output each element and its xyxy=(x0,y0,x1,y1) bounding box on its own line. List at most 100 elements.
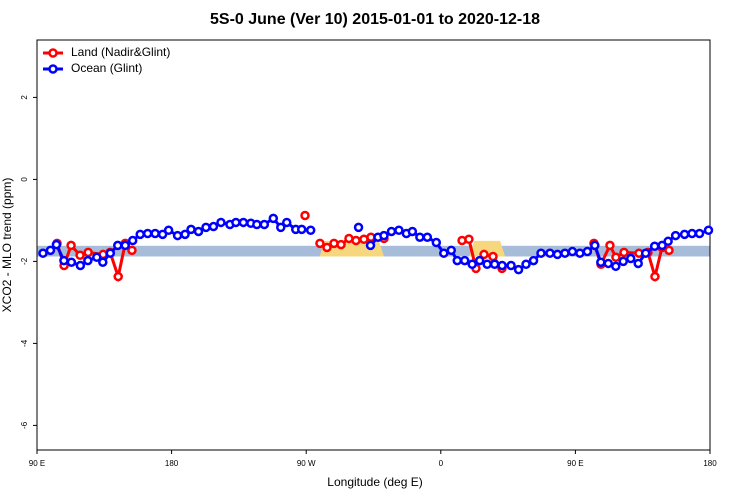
data-point xyxy=(633,258,643,269)
data-point xyxy=(687,228,697,239)
data-point xyxy=(703,225,714,235)
data-point xyxy=(618,256,629,267)
data-point xyxy=(98,257,108,267)
data-point xyxy=(296,224,307,235)
data-point xyxy=(415,232,425,242)
x-tick-label: 90 E xyxy=(29,459,45,468)
data-point xyxy=(150,228,160,239)
data-point xyxy=(231,217,241,228)
data-point xyxy=(238,217,249,228)
data-point xyxy=(394,225,404,235)
data-point xyxy=(446,245,457,256)
data-point xyxy=(422,232,433,242)
data-point xyxy=(650,271,660,282)
data-point xyxy=(142,228,153,239)
y-axis-label: XCO2 - MLO trend (ppm) xyxy=(0,178,14,313)
data-point xyxy=(545,248,555,258)
data-point xyxy=(663,236,673,247)
data-point xyxy=(459,255,470,266)
data-point xyxy=(482,259,492,270)
data-point xyxy=(305,225,316,235)
data-point xyxy=(521,259,531,270)
data-point xyxy=(513,264,524,275)
data-point xyxy=(603,258,614,269)
data-point xyxy=(575,248,585,258)
data-point xyxy=(649,241,660,251)
legend-label: Ocean (Glint) xyxy=(71,61,142,75)
data-point xyxy=(201,222,211,233)
data-point xyxy=(315,238,325,249)
data-point xyxy=(66,240,76,251)
data-point xyxy=(657,240,667,251)
plot-frame xyxy=(36,39,711,451)
data-point xyxy=(407,226,418,237)
data-point xyxy=(679,229,690,240)
x-tick-label: 180 xyxy=(703,459,717,468)
data-point xyxy=(439,248,449,258)
data-point xyxy=(664,245,674,256)
data-point xyxy=(694,228,705,239)
x-axis-label: Longitude (deg E) xyxy=(327,475,422,489)
data-point xyxy=(83,255,93,266)
data-point xyxy=(252,219,262,230)
data-point xyxy=(605,240,615,251)
x-tick-label: 90 W xyxy=(297,459,316,468)
shaded-region xyxy=(469,240,506,257)
legend-marker xyxy=(48,48,58,58)
data-point xyxy=(464,234,474,245)
data-point xyxy=(322,242,332,253)
data-point xyxy=(38,248,48,258)
data-point xyxy=(66,257,77,267)
data-point xyxy=(300,210,310,221)
data-point xyxy=(216,217,226,228)
data-point xyxy=(180,229,190,240)
data-point xyxy=(135,229,145,240)
data-point xyxy=(336,239,346,250)
data-point xyxy=(479,249,489,260)
data-point xyxy=(582,246,593,257)
data-point xyxy=(163,225,174,235)
data-point xyxy=(640,248,651,258)
data-point xyxy=(596,257,606,267)
data-point xyxy=(120,240,130,251)
data-point xyxy=(92,252,102,263)
data-point xyxy=(611,252,621,263)
data-point xyxy=(365,240,376,251)
legend-marker xyxy=(48,64,58,74)
data-point xyxy=(83,247,93,258)
data-point xyxy=(670,230,681,241)
data-point xyxy=(611,261,621,272)
data-point xyxy=(157,229,168,240)
data-point xyxy=(186,224,196,235)
y-tick-label: -4 xyxy=(20,339,29,347)
data-point xyxy=(497,260,507,271)
data-point xyxy=(127,235,138,246)
y-tick-label: 0 xyxy=(20,177,29,182)
data-point xyxy=(51,239,62,250)
data-point xyxy=(488,251,498,262)
y-tick-label: -6 xyxy=(20,421,29,429)
data-point xyxy=(528,255,539,266)
data-point xyxy=(127,245,137,256)
y-tick-label: 2 xyxy=(20,95,29,100)
x-tick-label: 90 E xyxy=(567,459,583,468)
data-point xyxy=(567,246,578,257)
data-point xyxy=(474,255,485,266)
data-point xyxy=(45,245,56,256)
data-point xyxy=(113,240,123,251)
data-point xyxy=(113,271,123,282)
x-tick-label: 0 xyxy=(439,459,444,468)
data-point xyxy=(208,221,219,232)
data-point xyxy=(552,249,563,260)
data-point xyxy=(351,235,361,246)
data-point xyxy=(75,260,86,271)
data-point xyxy=(193,226,204,237)
x-tick-label: 180 xyxy=(165,459,179,468)
data-point xyxy=(282,217,292,228)
data-point xyxy=(59,255,69,266)
data-point xyxy=(276,222,286,233)
data-point xyxy=(489,259,500,270)
data-point xyxy=(590,240,600,251)
data-point xyxy=(452,255,463,266)
